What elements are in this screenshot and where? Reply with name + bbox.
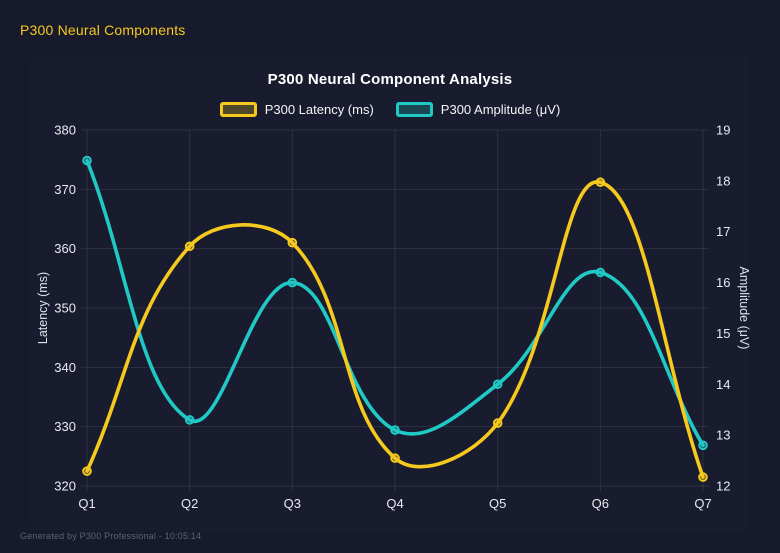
right-axis-tick: 17 — [716, 224, 730, 239]
right-axis-tick: 19 — [716, 123, 730, 138]
x-axis-tick: Q1 — [78, 496, 95, 511]
data-point — [82, 466, 92, 476]
data-point — [184, 241, 195, 252]
data-point — [698, 440, 708, 451]
left-axis-tick: 320 — [54, 479, 76, 494]
right-axis-tick: 14 — [716, 377, 730, 392]
x-axis-tick: Q5 — [489, 496, 506, 511]
data-point — [390, 453, 400, 463]
gridlines — [81, 129, 709, 492]
left-axis-title: Latency (ms) — [36, 272, 50, 344]
x-axis-tick: Q6 — [592, 496, 609, 511]
left-axis-tick: 340 — [54, 360, 76, 375]
generated-footer: Generated by P300 Professional - 10:05:1… — [20, 531, 202, 541]
data-point — [390, 425, 400, 435]
x-axis-tick: Q4 — [386, 496, 403, 511]
data-point — [595, 267, 606, 278]
chart-title: P300 Neural Component Analysis — [267, 71, 513, 88]
right-axis-tick: 18 — [716, 173, 730, 188]
legend-item-amplitude[interactable]: P300 Amplitude (μV) — [395, 102, 561, 117]
amplitude-legend-swatch — [395, 102, 433, 117]
right-axis-tick: 13 — [716, 428, 730, 443]
x-axis-tick: Q3 — [284, 496, 301, 511]
data-point — [595, 177, 606, 188]
latency-legend-label: P300 Latency (ms) — [264, 102, 374, 117]
data-point — [492, 418, 503, 428]
data-point — [698, 472, 708, 482]
latency-legend-swatch — [219, 102, 257, 117]
right-axis-tick: 15 — [716, 326, 730, 341]
left-axis-tick: 350 — [54, 301, 76, 316]
left-axis-tick: 370 — [54, 182, 76, 197]
left-axis-tick: 380 — [54, 123, 76, 138]
data-point — [82, 155, 92, 166]
data-point — [287, 277, 298, 288]
right-axis-tick: 16 — [716, 275, 730, 290]
left-axis-tick: 330 — [54, 419, 76, 434]
right-axis-tick: 12 — [716, 479, 730, 494]
data-point — [287, 237, 298, 248]
x-axis-tick: Q7 — [694, 496, 711, 511]
left-axis-tick: 360 — [54, 241, 76, 256]
amplitude-legend-label: P300 Amplitude (μV) — [440, 102, 561, 117]
axis-tick-labels: 320 330 340 350 360 370 380 12 13 14 15 16 17 18 19 Q1 Q… — [54, 123, 730, 512]
legend-item-latency[interactable]: P300 Latency (ms) — [219, 102, 374, 117]
x-axis-tick: Q2 — [181, 496, 198, 511]
data-point — [184, 415, 195, 425]
series-line-amplitude — [85, 158, 705, 448]
data-point-markers — [82, 155, 708, 482]
page-title: P300 Neural Components — [20, 22, 186, 38]
chart-legend: P300 Latency (ms) P300 Amplitude (μV) — [0, 102, 780, 117]
data-point — [492, 379, 503, 390]
right-axis-title: Amplitude (μV) — [737, 267, 751, 350]
